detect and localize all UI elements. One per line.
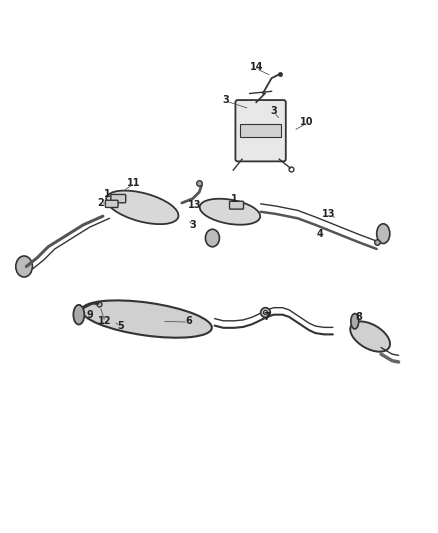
Text: 13: 13 [322, 209, 335, 219]
Text: 14: 14 [250, 62, 263, 72]
Ellipse shape [377, 224, 390, 244]
Text: 3: 3 [222, 95, 229, 105]
Ellipse shape [351, 313, 359, 329]
FancyBboxPatch shape [111, 195, 126, 203]
Text: 12: 12 [99, 316, 112, 326]
Text: 11: 11 [127, 178, 140, 188]
Text: 10: 10 [300, 117, 313, 127]
Text: 1: 1 [231, 193, 238, 204]
Ellipse shape [200, 199, 260, 225]
Text: 8: 8 [356, 312, 363, 322]
Text: 13: 13 [188, 200, 201, 210]
Ellipse shape [106, 191, 179, 224]
Ellipse shape [16, 256, 32, 277]
Bar [240, 124, 281, 138]
Text: 6: 6 [185, 316, 192, 326]
FancyBboxPatch shape [105, 200, 118, 207]
Text: 3: 3 [270, 106, 277, 116]
FancyBboxPatch shape [230, 201, 244, 209]
Ellipse shape [205, 229, 219, 247]
Text: 4: 4 [316, 229, 323, 239]
Text: 2: 2 [97, 198, 104, 208]
Text: 9: 9 [86, 310, 93, 320]
FancyBboxPatch shape [236, 100, 286, 161]
Text: 3: 3 [189, 220, 196, 230]
Text: 1: 1 [104, 189, 111, 199]
Ellipse shape [350, 321, 390, 352]
Text: 5: 5 [117, 321, 124, 330]
Ellipse shape [81, 301, 212, 338]
Text: 7: 7 [264, 312, 271, 322]
Ellipse shape [74, 305, 84, 325]
